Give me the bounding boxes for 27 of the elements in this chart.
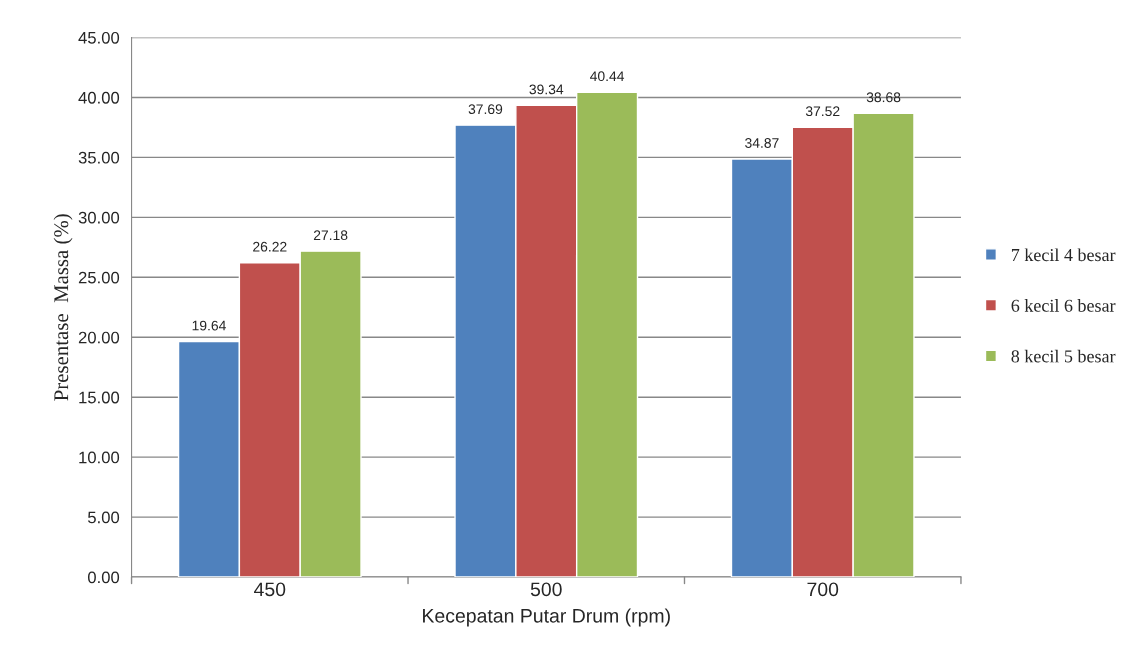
- data-label: 38.68: [866, 92, 901, 103]
- y-tick-label: 15.00: [79, 391, 120, 404]
- y-tick-label: 0.00: [87, 571, 120, 584]
- y-tick-label: 5.00: [87, 511, 120, 524]
- data-label: 26.22: [253, 241, 287, 252]
- data-label: 34.87: [745, 138, 779, 148]
- data-label: 19.64: [192, 320, 226, 331]
- y-tick-label: 30.00: [78, 211, 120, 224]
- legend-label: 6 kecil 6 besar: [1011, 299, 1116, 312]
- data-label: 37.69: [468, 104, 503, 115]
- data-label: 37.52: [805, 106, 840, 117]
- data-label: 27.18: [313, 230, 348, 241]
- y-tick-label: 10.00: [79, 451, 120, 464]
- x-axis-title: Kecepatan Putar Drum (rpm): [423, 608, 670, 627]
- y-tick-label: 20.00: [78, 331, 120, 344]
- y-tick-label: 25.00: [78, 271, 120, 284]
- x-tick-label: 500: [530, 582, 562, 597]
- x-tick-label: 700: [807, 582, 839, 597]
- y-tick-label: 40.00: [78, 91, 120, 104]
- x-tick-label: 450: [254, 582, 286, 597]
- y-tick-label: 35.00: [78, 151, 120, 164]
- y-tick-label: 45.00: [78, 31, 120, 44]
- data-label: 40.44: [590, 71, 625, 82]
- data-label: 39.34: [529, 84, 564, 95]
- legend-label: 7 kecil 4 besar: [1011, 248, 1116, 262]
- y-axis-title: Presentase Massa (%): [53, 214, 73, 401]
- legend-label: 8 kecil 5 besar: [1011, 349, 1116, 363]
